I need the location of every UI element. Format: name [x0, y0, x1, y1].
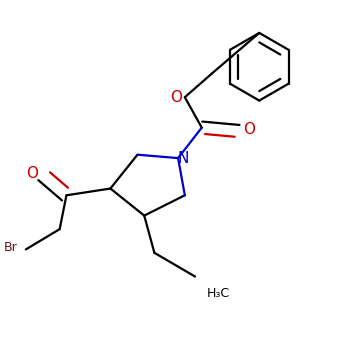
Text: O: O	[170, 90, 182, 105]
Text: H₃C: H₃C	[207, 287, 230, 300]
Text: O: O	[243, 122, 255, 137]
Text: O: O	[27, 166, 38, 181]
Text: Br: Br	[4, 241, 18, 254]
Text: N: N	[177, 150, 189, 166]
